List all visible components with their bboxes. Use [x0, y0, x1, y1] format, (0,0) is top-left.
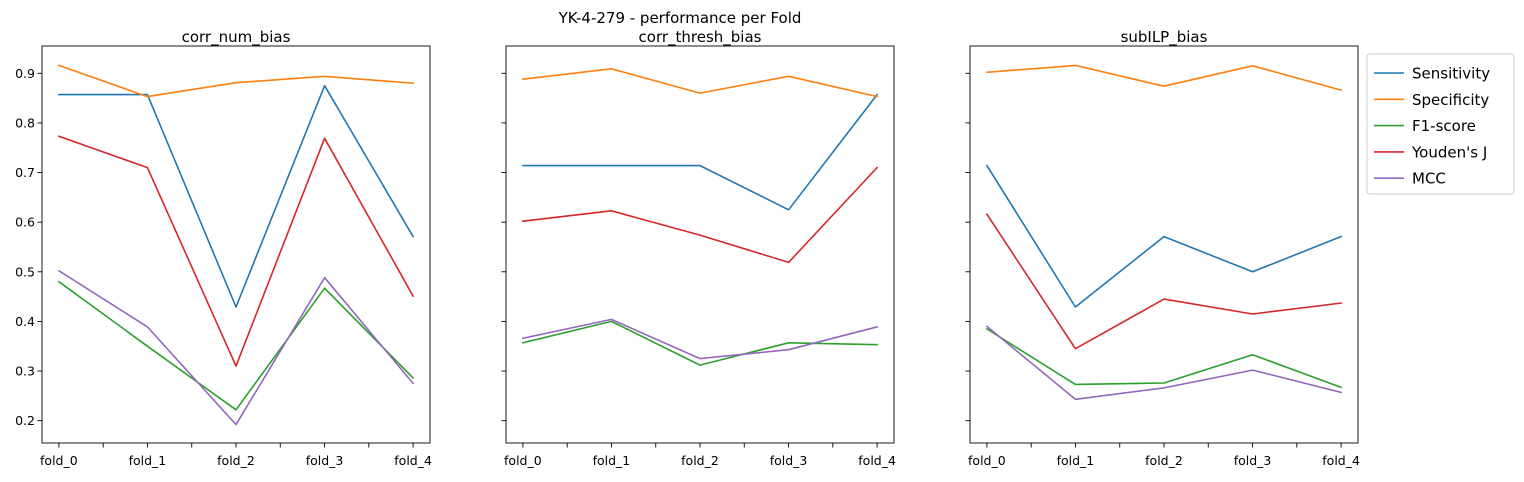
series-line-mcc	[57, 269, 415, 426]
y-tick-label: 0.7	[15, 165, 35, 180]
y-tick-label: 0.8	[15, 115, 35, 130]
axes-frame	[969, 45, 1359, 444]
series-line-mcc	[521, 318, 879, 360]
y-tick-label: 0.9	[15, 66, 35, 81]
series-line-f1-score	[985, 327, 1343, 389]
x-tick-label: fold_3	[306, 453, 344, 468]
legend: Sensitivity Specificity F1-score Youden's J…	[1366, 53, 1515, 195]
x-tick-label: fold_1	[129, 453, 167, 468]
panel-subILP_bias: subILP_bias fold_0 fold_1 fold_2 fold_3 fold_…	[965, 28, 1360, 468]
series-line-mcc	[985, 325, 1343, 401]
panel-corr_thresh_bias: corr_thresh_bias fold_0 fold_1 fold_2 fold_3…	[501, 28, 896, 468]
series-line-specificity	[57, 64, 414, 98]
series-line-specificity	[986, 64, 1343, 92]
legend-label: Youden's J	[1411, 143, 1487, 161]
x-tick-label: fold_2	[1145, 453, 1183, 468]
x-tick-label: fold_2	[217, 453, 255, 468]
y-tick-label: 0.3	[15, 364, 35, 379]
legend-label: Specificity	[1412, 91, 1489, 109]
figure-suptitle: YK-4-279 - performance per Fold	[558, 9, 802, 27]
x-tick-label: fold_1	[593, 453, 631, 468]
panel-title: corr_thresh_bias	[639, 28, 762, 47]
x-tick-label: fold_4	[858, 453, 896, 468]
series-line-youden-s-j	[57, 135, 415, 367]
panel-title: corr_num_bias	[182, 28, 291, 47]
series-line-sensitivity	[985, 164, 1343, 308]
axes-frame	[505, 45, 895, 444]
x-tick-label: fold_1	[1057, 453, 1095, 468]
x-tick-label: fold_0	[968, 453, 1006, 468]
x-tick-label: fold_0	[40, 453, 78, 468]
y-tick-label: 0.2	[15, 413, 35, 428]
series-line-f1-score	[521, 320, 878, 366]
legend-box	[1366, 53, 1515, 195]
panel-title: subILP_bias	[1121, 28, 1208, 47]
series-line-sensitivity	[58, 84, 415, 308]
legend-label: MCC	[1412, 170, 1446, 188]
y-tick-label: 0.4	[15, 314, 35, 329]
series-line-specificity	[522, 68, 879, 98]
y-tick-label: 0.6	[15, 215, 35, 230]
panel-corr_num_bias: corr_num_bias fold_0 fold_1 fold_2 fold_3 fol…	[15, 28, 432, 468]
series-line-youden-s-j	[522, 166, 879, 264]
axes-frame	[41, 45, 431, 444]
x-tick-label: fold_4	[394, 453, 432, 468]
x-tick-label: fold_0	[504, 453, 542, 468]
x-tick-label: fold_4	[1322, 453, 1360, 468]
series-line-f1-score	[57, 280, 415, 411]
legend-label: Sensitivity	[1412, 65, 1490, 83]
x-tick-label: fold_2	[681, 453, 719, 468]
x-tick-label: fold_3	[1234, 453, 1272, 468]
series-line-sensitivity	[522, 93, 879, 211]
series-line-youden-s-j	[985, 213, 1342, 350]
x-tick-label: fold_3	[770, 453, 808, 468]
y-tick-label: 0.5	[15, 264, 35, 279]
legend-label: F1-score	[1412, 117, 1476, 135]
